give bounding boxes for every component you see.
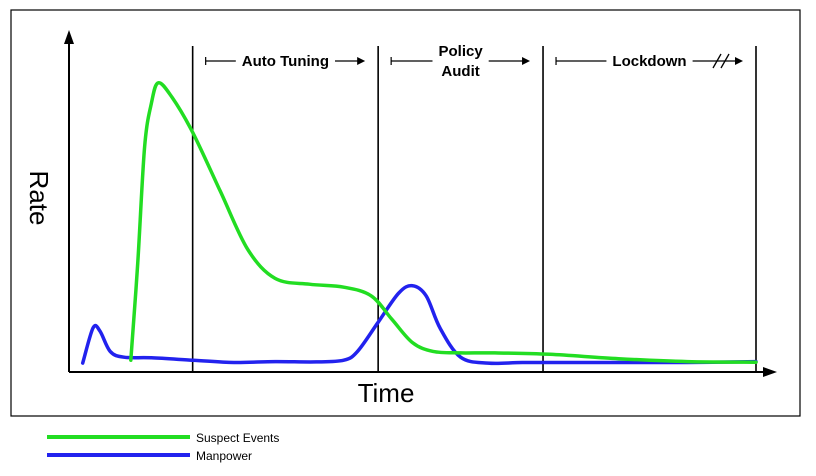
series-layer: [80, 81, 758, 366]
phase-label: Auto Tuning: [242, 53, 329, 70]
phase-annotation: Lockdown: [555, 53, 743, 70]
series-line-suspect-events: [129, 81, 758, 364]
phase-arrowhead-icon: [357, 57, 366, 65]
y-axis-arrow-icon: [64, 30, 74, 44]
axes: [64, 30, 777, 377]
x-axis-arrow-icon: [763, 367, 777, 377]
phase-label: Audit: [441, 63, 479, 80]
phase-arrowhead-icon: [522, 57, 531, 65]
series-line-manpower: [80, 283, 758, 366]
legend: Suspect Events Manpower: [47, 431, 279, 463]
legend-label-manpower: Manpower: [196, 449, 252, 463]
legend-label-suspect-events: Suspect Events: [196, 431, 279, 445]
phase-annotation: Policy Audit: [390, 43, 531, 80]
phase-label: Lockdown: [612, 53, 686, 70]
x-axis-label: Time: [358, 378, 415, 408]
phase-layer: Auto Tuning Policy Audit Lockdown: [191, 43, 757, 372]
plot-frame: [10, 9, 801, 417]
phase-label: Policy: [438, 43, 483, 60]
axis-break-icon: [712, 53, 722, 69]
phase-annotation: Auto Tuning: [205, 53, 366, 70]
phase-arrowhead-icon: [735, 57, 743, 65]
y-axis-label: Rate: [24, 171, 54, 226]
axis-break-icon: [720, 53, 730, 69]
